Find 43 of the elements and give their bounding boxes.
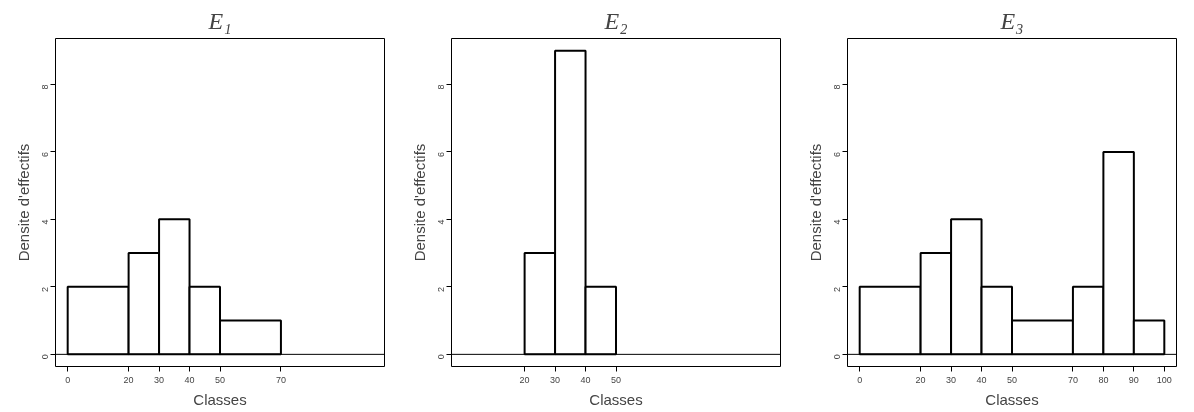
x-tick-label: 90 [1128, 374, 1139, 385]
chart-title: E₃ [999, 7, 1024, 34]
y-tick-label: 6 [40, 151, 51, 157]
y-tick-label: 6 [832, 151, 843, 157]
y-tick-label: 0 [40, 354, 51, 360]
x-tick-label: 0 [857, 374, 863, 385]
chart-title: E₁ [207, 7, 232, 34]
y-tick-label: 4 [40, 219, 51, 225]
x-axis-title: Classes [985, 390, 1039, 408]
y-tick-label: 8 [832, 84, 843, 90]
x-tick-label: 100 [1156, 374, 1172, 385]
x-tick-label: 30 [154, 374, 165, 385]
x-tick-label: 40 [184, 374, 195, 385]
y-axis-title: Densite d'effectifs [410, 143, 428, 262]
y-axis-title: Densite d'effectifs [806, 143, 824, 262]
x-tick-label: 20 [915, 374, 926, 385]
y-tick-label: 4 [436, 219, 447, 225]
x-tick-label: 30 [550, 374, 561, 385]
x-tick-label: 80 [1098, 374, 1109, 385]
y-tick-label: 8 [40, 84, 51, 90]
x-tick-label: 40 [976, 374, 987, 385]
y-tick-label: 2 [436, 286, 447, 292]
x-tick-label: 70 [275, 374, 286, 385]
chart-title: E₂ [603, 7, 628, 34]
y-tick-label: 2 [832, 286, 843, 292]
y-tick-label: 2 [40, 286, 51, 292]
y-tick-label: 4 [832, 219, 843, 225]
x-tick-label: 20 [123, 374, 134, 385]
y-tick-label: 0 [436, 354, 447, 360]
y-tick-label: 6 [436, 151, 447, 157]
x-axis-title: Classes [193, 390, 247, 408]
x-tick-label: 50 [1006, 374, 1018, 385]
y-axis-title: Densite d'effectifs [14, 143, 32, 262]
x-axis-title: Classes [589, 390, 643, 408]
x-tick-label: 30 [946, 374, 957, 385]
x-tick-label: 0 [65, 374, 71, 385]
x-tick-label: 70 [1067, 374, 1078, 385]
x-tick-label: 50 [610, 374, 622, 385]
y-tick-label: 8 [436, 84, 447, 90]
x-tick-label: 40 [580, 374, 591, 385]
y-tick-label: 0 [832, 354, 843, 360]
x-tick-label: 50 [214, 374, 226, 385]
x-tick-label: 20 [519, 374, 530, 385]
